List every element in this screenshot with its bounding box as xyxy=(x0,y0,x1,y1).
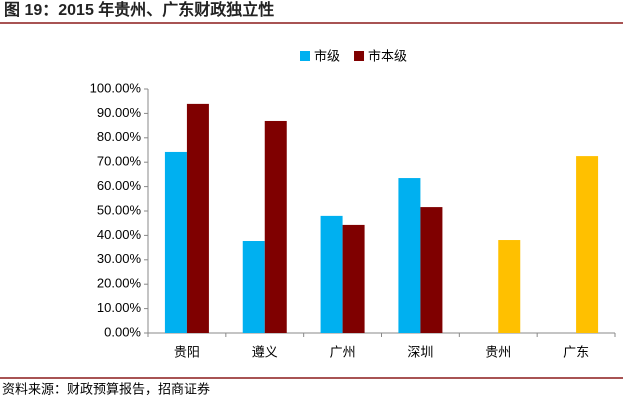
legend-swatch xyxy=(354,51,365,61)
y-tick-label: 30.00% xyxy=(97,251,142,266)
bar xyxy=(242,241,265,333)
y-tick-label: 60.00% xyxy=(97,178,142,193)
y-tick-label: 0.00% xyxy=(104,324,141,339)
bar xyxy=(576,156,599,333)
x-tick-label: 深圳 xyxy=(407,344,433,359)
legend-swatch xyxy=(300,51,310,61)
bar xyxy=(398,178,421,333)
x-tick-label: 贵阳 xyxy=(174,344,200,359)
bar xyxy=(498,240,521,333)
chart-title: 图 19：2015 年贵州、广东财政独立性 xyxy=(4,0,274,19)
bar xyxy=(186,103,209,333)
x-tick-label: 贵州 xyxy=(485,344,511,359)
bar xyxy=(264,120,287,334)
legend-label: 市本级 xyxy=(368,48,407,63)
source-note: 资料来源：财政预算报告，招商证券 xyxy=(2,381,210,396)
x-tick-label: 遵义 xyxy=(252,344,278,359)
y-tick-label: 70.00% xyxy=(97,154,142,169)
bar xyxy=(164,151,187,333)
y-tick-label: 90.00% xyxy=(97,105,142,120)
y-tick-label: 40.00% xyxy=(97,227,142,242)
legend-label: 市级 xyxy=(314,48,340,63)
x-tick-label: 广州 xyxy=(330,344,356,359)
bar xyxy=(420,207,443,333)
y-tick-label: 50.00% xyxy=(97,202,142,217)
x-tick-label: 广东 xyxy=(563,344,589,359)
y-tick-label: 20.00% xyxy=(97,276,142,291)
y-tick-label: 80.00% xyxy=(97,129,142,144)
y-tick-label: 10.00% xyxy=(97,300,142,315)
bar xyxy=(342,224,365,333)
bar xyxy=(320,215,343,333)
y-tick-label: 100.00% xyxy=(90,80,142,95)
